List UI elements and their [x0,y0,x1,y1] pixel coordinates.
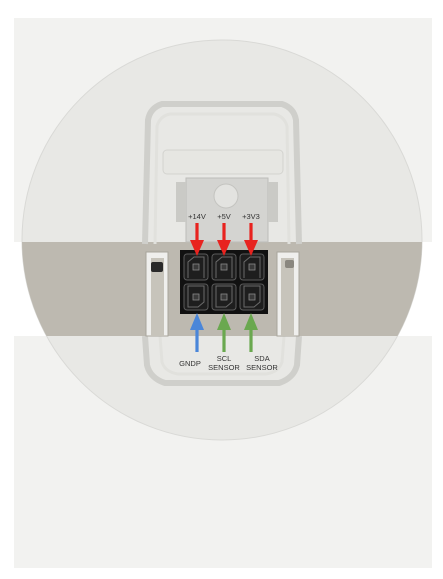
arrow-head [190,240,204,256]
connector-cell-key [243,285,261,308]
connector-cell-key [215,256,233,278]
connector-cell-key [215,285,233,308]
label-scl: SCL [217,354,232,363]
side-clips [145,251,300,337]
label-plus-5v: +5V [217,212,231,221]
mounting-plate [176,177,278,243]
connector-pin [192,293,200,301]
connector-pin [192,263,200,271]
label-sda: SDA [254,354,269,363]
connector-housing [180,250,268,314]
label-sda-sensor: SENSOR [246,363,278,372]
arrow-up-1 [190,313,204,352]
label-gndp: GNDP [179,359,201,368]
connector-cell-key [187,285,205,308]
arrow-head [217,240,231,256]
label-plus-3v3: +3V3 [242,212,260,221]
connector-cell-key [243,256,261,278]
arrow-head [217,313,231,330]
arrow-down-3 [244,223,258,256]
arrow-head [190,313,204,330]
arrow-up-2 [217,313,231,352]
connector-pin [220,293,228,301]
arrow-head [244,313,258,330]
arrow-up-3 [244,313,258,352]
pin-arrows [190,223,258,352]
label-plus-14v: +14V [188,212,206,221]
connector-pin [248,293,256,301]
label-scl-sensor: SENSOR [208,363,240,372]
device-housing [142,101,302,386]
connector-pin [248,263,256,271]
arrow-head [244,240,258,256]
arrow-down-1 [190,223,204,256]
connector-cell-key [187,256,205,278]
connector-pin [220,263,228,271]
arrow-down-2 [217,223,231,256]
